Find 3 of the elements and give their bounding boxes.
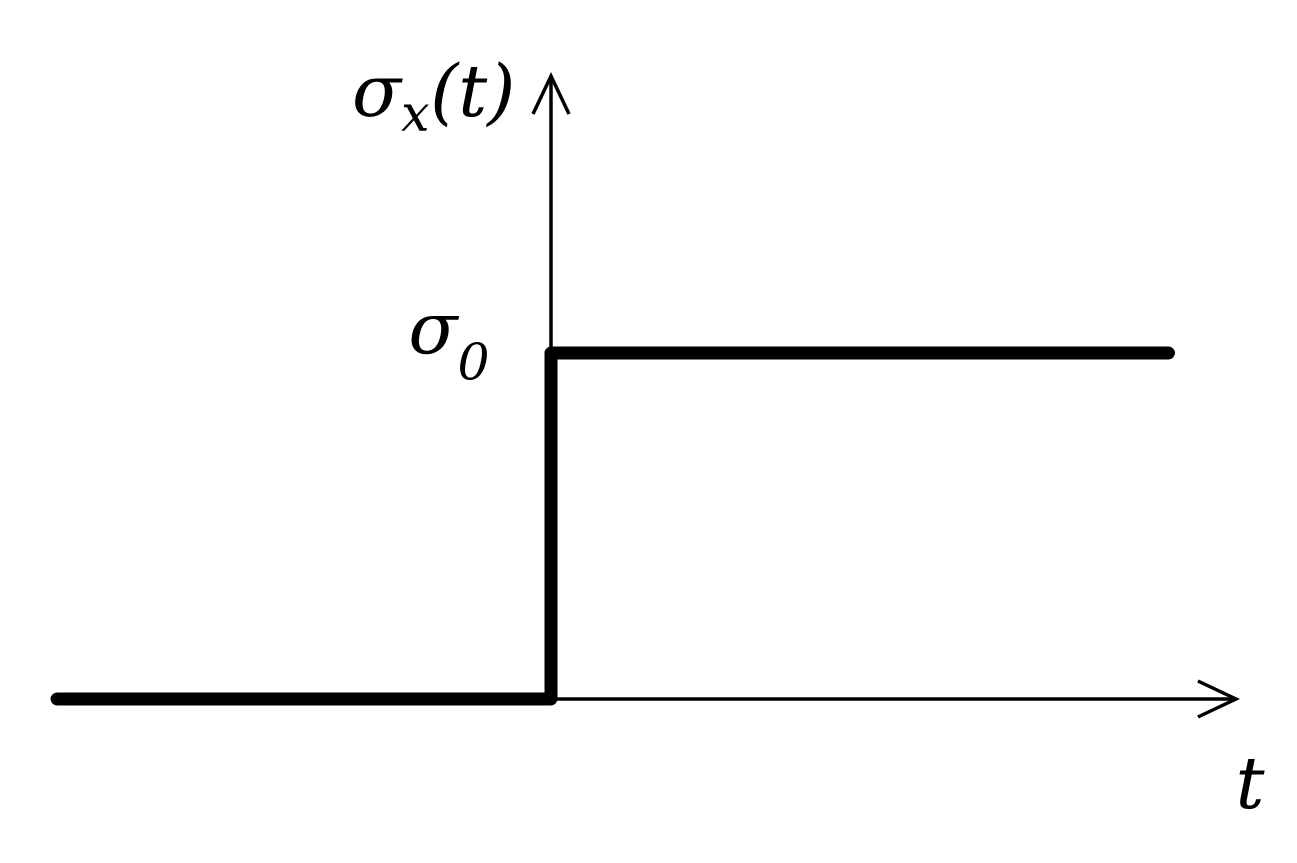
x-axis-title: t <box>1239 759 1265 810</box>
y-axis-title: σ$_{x}$(t) <box>355 61 511 131</box>
annotation: σ$_{0}$ <box>411 315 487 381</box>
